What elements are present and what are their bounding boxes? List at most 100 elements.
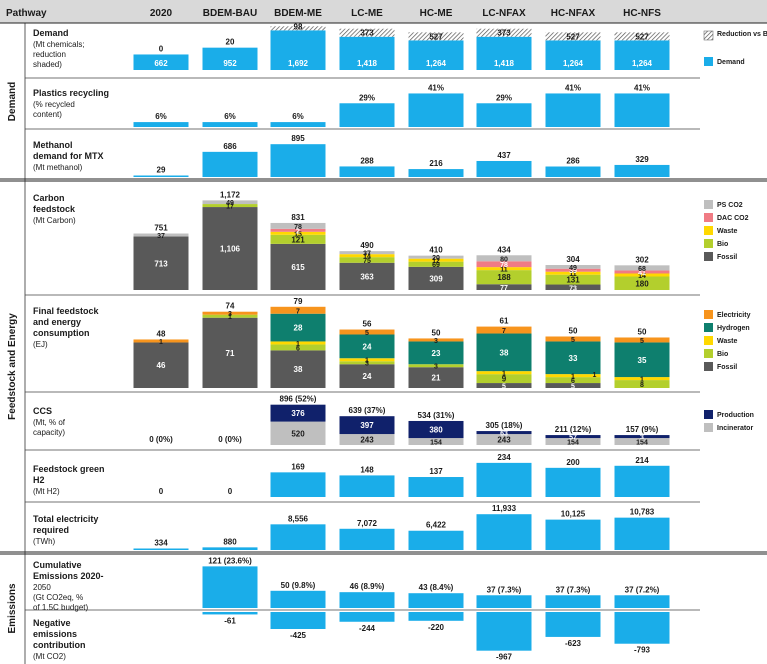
bar-cumulative-hc-nfs [614, 595, 670, 608]
value-label: 37 (7.2%) [625, 585, 660, 594]
segment-label: 21 [432, 374, 441, 383]
value-label: 0 [228, 487, 233, 496]
bar-value-label: 1,692 [288, 59, 309, 68]
bar-recycling-2020 [133, 122, 189, 127]
value-label: 6,422 [426, 521, 447, 530]
segment-label: 520 [291, 429, 305, 438]
segment-label: 154 [636, 440, 648, 447]
row-title: Methanol [33, 140, 73, 150]
bar-carbon-fossil-bdem-bau [202, 207, 258, 290]
bar-h2-lc-nfax [476, 462, 532, 497]
bar-ccs-production-hc-nfax [545, 435, 601, 439]
segment-label: 6 [296, 345, 300, 352]
bar-energy-bio-hc-nfs [614, 380, 670, 388]
row-subtitle: reduction [33, 50, 66, 59]
legend-label: Fossil [717, 364, 737, 371]
segment-label: 3 [640, 435, 644, 442]
header-column-lc-nfax: LC-NFAX [482, 8, 526, 19]
row-title: Plastics recycling [33, 88, 109, 98]
bar-ccs-production-lc-me [339, 416, 395, 435]
section-label-feedstock-and-energy: Feedstock and Energy [7, 313, 18, 420]
bar-carbon-ps-co2-lc-me [339, 251, 395, 255]
segment-label: 1 [159, 339, 163, 346]
value-label: 29 [157, 166, 166, 175]
segment-label: 188 [497, 273, 511, 282]
bar-carbon-dac-co2-lc-nfax [476, 261, 532, 268]
row-title: Feedstock green [33, 464, 105, 474]
segment-label: 14 [363, 254, 371, 261]
bar-carbon-fossil-lc-nfax [476, 284, 532, 290]
row-title: required [33, 525, 69, 535]
bar-energy-electricity-hc-me [408, 338, 464, 342]
segment-label: 9 [502, 375, 507, 384]
bar-value-label: 1,264 [426, 59, 447, 68]
total-label: 751 [154, 224, 168, 233]
segment-label: 77 [500, 285, 508, 292]
value-label: 10,783 [630, 508, 655, 517]
bar-h2-hc-me [408, 477, 464, 497]
bar-negative-hc-nfs [614, 612, 670, 644]
bar-negative-hc-me [408, 612, 464, 621]
value-label: 334 [154, 539, 168, 548]
segment-label: 5 [640, 338, 644, 345]
value-label: 29% [496, 93, 512, 102]
value-label: 6% [155, 112, 167, 121]
value-label: -425 [290, 631, 307, 640]
legend-swatch-electricity [704, 310, 713, 319]
legend-label: Bio [717, 241, 728, 248]
header-column-bdem-bau: BDEM-BAU [203, 8, 257, 19]
segment-label: 615 [291, 263, 305, 272]
bar-energy-electricity-bdem-bau [202, 311, 258, 315]
row-subtitle: content) [33, 110, 62, 119]
bar-demand-hc-nfs [614, 40, 670, 70]
bar-carbon-ps-co2-hc-me [408, 255, 464, 259]
value-label: 121 (23.6%) [208, 556, 252, 565]
header-column-lc-me: LC-ME [351, 8, 383, 19]
bar-cumulative-bdem-bau [202, 566, 258, 608]
total-label: 56 [363, 320, 372, 329]
bar-carbon-waste-lc-nfax [476, 267, 532, 271]
bar-ccs-production-bdem-me [270, 404, 326, 422]
segment-label: 3 [365, 361, 369, 368]
segment-label: 131 [566, 276, 580, 285]
row-subtitle: 2050 [33, 583, 51, 592]
segment-label: 1,106 [220, 245, 241, 254]
row-subtitle: of 1.5C budget) [33, 603, 88, 612]
bar-recycling-lc-me [339, 103, 395, 127]
value-label: 0 [159, 487, 164, 496]
bar-value-label: 1,418 [494, 59, 515, 68]
segment-label: 243 [497, 436, 511, 445]
reduction-label: 20 [226, 38, 235, 47]
bar-value-label: 952 [223, 59, 237, 68]
bar-energy-hydrogen-lc-nfax [476, 333, 532, 372]
legend-swatch-production [704, 410, 713, 419]
reduction-label: 0 [159, 44, 164, 53]
reduction-label: 527 [635, 32, 649, 41]
legend-label: Waste [717, 338, 737, 345]
segment-label: 3 [228, 311, 232, 318]
bar-negative-bdem-bau [202, 612, 258, 615]
segment-label: 63 [500, 431, 508, 438]
legend-swatch-fossil [704, 252, 713, 261]
value-label: 686 [223, 142, 237, 151]
value-label: 41% [428, 83, 444, 92]
bar-methanol-lc-me [339, 166, 395, 177]
segment-label: 1 [502, 371, 506, 378]
row-title: feedstock [33, 204, 76, 214]
value-label: 50 (9.8%) [281, 581, 316, 590]
bar-energy-waste-hc-nfax [545, 374, 601, 378]
value-label: 37 (7.3%) [556, 585, 591, 594]
bar-carbon-fossil-lc-me [339, 262, 395, 290]
row-subtitle: (Mt, % of [33, 418, 66, 427]
bar-value-label: 1,264 [632, 59, 653, 68]
segment-label: 24 [363, 342, 372, 351]
segment-label: 49 [226, 200, 234, 207]
bar-ccs-production-hc-me [408, 420, 464, 439]
value-label: 11,933 [492, 504, 517, 513]
bar-energy-waste-lc-me [339, 358, 395, 362]
bar-carbon-fossil-hc-me [408, 266, 464, 290]
bar-demand-bdem-me [270, 30, 326, 71]
header-band [0, 0, 767, 23]
segment-label: 3 [434, 364, 438, 371]
legend-swatch-border [703, 30, 714, 41]
